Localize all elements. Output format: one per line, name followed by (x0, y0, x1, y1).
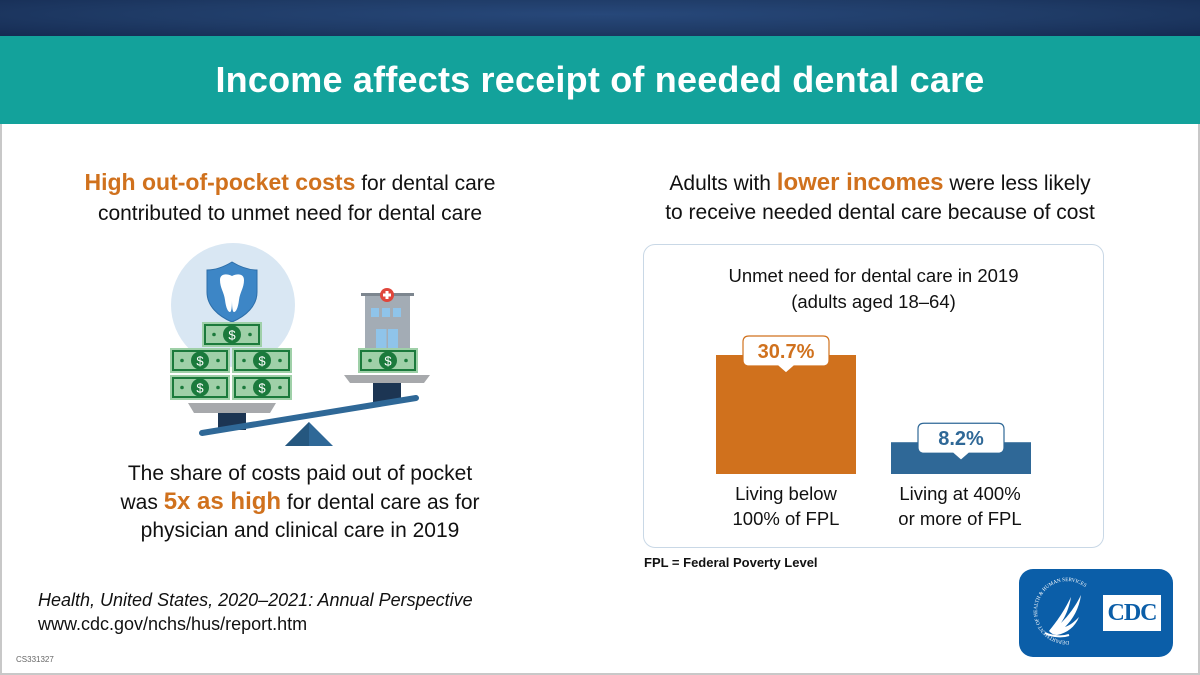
money-bill-icon: $ (232, 375, 292, 400)
footnote: FPL = Federal Poverty Level (644, 555, 818, 570)
category-label-line: Living below (735, 483, 837, 504)
top-banner (0, 0, 1200, 36)
bar (716, 355, 856, 474)
svg-text:$: $ (228, 328, 236, 343)
money-bill-icon: $ (358, 348, 418, 373)
category-label-line: Living at 400% (899, 483, 1021, 504)
data-label: 8.2% (938, 428, 984, 450)
left-body-text: The share of costs paid out of pocket wa… (40, 460, 560, 545)
left-heading: High out-of-pocket costs for dental care… (20, 167, 560, 229)
svg-text:$: $ (384, 354, 392, 369)
data-label: 30.7% (758, 341, 815, 363)
title-bar: Income affects receipt of needed dental … (0, 36, 1200, 124)
scale-illustration: $ $ $ $ $ $ (170, 243, 430, 446)
left-body-highlight: 5x as high (163, 488, 282, 515)
left-heading-highlight: High out-of-pocket costs (84, 169, 356, 195)
source-title: Health, United States, 2020–2021: Annual… (38, 590, 473, 610)
hhs-seal-icon: DEPARTMENT OF HEALTH & HUMAN SERVICES · … (1017, 565, 1087, 645)
money-stack-left: $ $ $ $ $ (170, 322, 292, 400)
category-label: Living at 400% or more of FPL (870, 481, 1050, 531)
left-heading-line2: contributed to unmet need for dental car… (97, 202, 483, 225)
left-body-suffix: for dental care as for (281, 491, 480, 514)
svg-text:$: $ (196, 354, 204, 369)
svg-text:$: $ (258, 354, 266, 369)
category-label-line: 100% of FPL (732, 508, 840, 529)
right-heading-line2: to receive needed dental care because of… (665, 201, 1095, 224)
category-label: Living below 100% of FPL (696, 481, 876, 531)
right-heading-suffix: were less likely (943, 172, 1091, 195)
left-heading-rest: for dental care (355, 172, 496, 195)
page-title: Income affects receipt of needed dental … (215, 59, 985, 100)
source-citation: Health, United States, 2020–2021: Annual… (38, 588, 473, 636)
value-callout: 8.2% (917, 422, 1005, 462)
svg-text:$: $ (196, 381, 204, 396)
cdc-logo: DEPARTMENT OF HEALTH & HUMAN SERVICES · … (1017, 565, 1173, 657)
scale-beam (199, 395, 419, 436)
cdc-wordmark-box: CDC (1103, 595, 1161, 631)
left-body-line3: physician and clinical care in 2019 (140, 519, 460, 542)
chart-panel: Unmet need for dental care in 2019 (adul… (643, 244, 1104, 548)
value-callout: 30.7% (742, 335, 830, 374)
tooth-shield-icon (206, 261, 258, 323)
left-body-prefix: was (120, 491, 164, 514)
money-bill-icon: $ (170, 348, 230, 373)
source-url[interactable]: www.cdc.gov/nchs/hus/report.htm (38, 614, 308, 634)
right-pan (344, 375, 430, 383)
svg-text:$: $ (258, 381, 266, 396)
right-heading: Adults with lower incomes were less like… (600, 168, 1160, 227)
document-code: CS331327 (16, 655, 54, 664)
category-label-line: or more of FPL (898, 508, 1022, 529)
hospital-building-icon (361, 288, 414, 349)
chart-title-block: Unmet need for dental care in 2019 (adul… (644, 263, 1103, 315)
cdc-wordmark: CDC (1107, 599, 1158, 626)
left-pan (188, 403, 276, 413)
left-body-line1: The share of costs paid out of pocket (127, 462, 473, 485)
right-heading-prefix: Adults with (669, 172, 777, 195)
right-pan-post (373, 383, 401, 403)
bar-chart: 30.7% 8.2% (716, 335, 1031, 474)
chart-subtitle: (adults aged 18–64) (791, 291, 956, 312)
money-bill-icon: $ (202, 322, 262, 347)
money-bill-icon: $ (170, 375, 230, 400)
chart-title: Unmet need for dental care in 2019 (728, 265, 1019, 286)
right-heading-highlight: lower incomes (776, 169, 944, 196)
money-bill-icon: $ (232, 348, 292, 373)
